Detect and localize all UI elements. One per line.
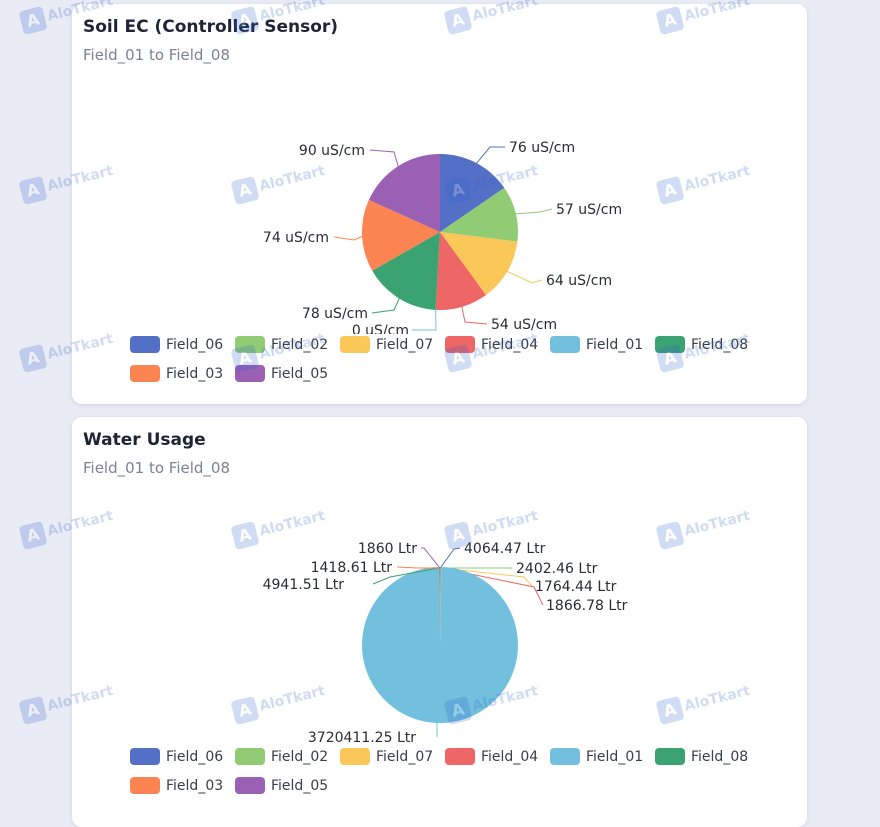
legend-label: Field_01 [586,749,643,765]
data-label-field-01: 3720411.25 Ltr [308,730,416,746]
legend-swatch [445,748,475,765]
legend-swatch [655,336,685,353]
legend-label: Field_02 [271,749,328,765]
data-label-field-08: 78 uS/cm [302,306,368,322]
label-leader-line [334,236,364,240]
legend-label: Field_07 [376,337,433,353]
legend-swatch [130,365,160,382]
watermark-logo-icon: A [18,176,47,205]
chart-legend: Field_06 Field_02 Field_07 Field_04 Field_01… [130,746,780,796]
label-leader-line [421,548,440,568]
legend-label: Field_08 [691,749,748,765]
data-label-field-01: 0 uS/cm [352,323,409,334]
data-label-field-06: 76 uS/cm [509,140,575,156]
watermark-logo-icon: A [18,344,47,373]
legend-label: Field_05 [271,778,328,794]
label-leader-line [440,548,460,568]
label-leader-line [475,147,505,165]
legend-swatch [235,365,265,382]
legend-item-field-05[interactable]: Field_05 [235,363,340,384]
data-label-field-02: 2402.46 Ltr [516,561,598,577]
legend-label: Field_05 [271,366,328,382]
data-label-field-03: 1418.61 Ltr [311,560,393,576]
legend-item-field-03[interactable]: Field_03 [130,363,235,384]
water-usage-card: Water Usage Field_01 to Field_08 4064.47… [72,417,807,827]
legend-item-field-05[interactable]: Field_05 [235,775,340,796]
data-label-field-08: 4941.51 Ltr [263,577,345,593]
legend-item-field-06[interactable]: Field_06 [130,334,235,355]
watermark-logo-icon: A [18,521,47,550]
legend-swatch [235,748,265,765]
legend-label: Field_03 [166,778,223,794]
legend-item-field-08[interactable]: Field_08 [655,334,760,355]
label-leader-line [505,271,542,283]
label-leader-line [370,150,399,168]
legend-label: Field_07 [376,749,433,765]
legend-label: Field_03 [166,366,223,382]
legend-item-field-02[interactable]: Field_02 [235,746,340,767]
data-label-field-05: 1860 Ltr [358,541,417,557]
legend-swatch [550,748,580,765]
legend-label: Field_06 [166,337,223,353]
data-label-field-05: 90 uS/cm [299,143,365,159]
data-label-field-07: 1764.44 Ltr [535,579,617,595]
legend-label: Field_08 [691,337,748,353]
legend-swatch [550,336,580,353]
legend-label: Field_04 [481,749,538,765]
data-label-field-04: 1866.78 Ltr [546,598,628,614]
legend-label: Field_04 [481,337,538,353]
legend-label: Field_01 [586,337,643,353]
water-usage-pie-chart: 4064.47 Ltr 2402.46 Ltr 1764.44 Ltr 1866.78… [72,417,807,747]
legend-swatch [340,748,370,765]
legend-swatch [235,336,265,353]
legend-item-field-06[interactable]: Field_06 [130,746,235,767]
legend-item-field-04[interactable]: Field_04 [445,334,550,355]
legend-item-field-07[interactable]: Field_07 [340,334,445,355]
legend-swatch [130,748,160,765]
watermark-logo-icon: A [18,6,47,35]
watermark-logo-icon: A [18,696,47,725]
legend-item-field-01[interactable]: Field_01 [550,334,655,355]
data-label-field-02: 57 uS/cm [556,202,622,218]
legend-swatch [445,336,475,353]
chart-legend: Field_06 Field_02 Field_07 Field_04 Field_01… [130,334,780,384]
legend-item-field-01[interactable]: Field_01 [550,746,655,767]
data-label-field-06: 4064.47 Ltr [464,541,546,557]
legend-swatch [235,777,265,794]
legend-label: Field_02 [271,337,328,353]
legend-label: Field_06 [166,749,223,765]
legend-item-field-04[interactable]: Field_04 [445,746,550,767]
legend-swatch [130,777,160,794]
legend-item-field-02[interactable]: Field_02 [235,334,340,355]
label-leader-line [372,297,400,313]
legend-swatch [130,336,160,353]
legend-item-field-08[interactable]: Field_08 [655,746,760,767]
legend-swatch [655,748,685,765]
label-leader-line [461,305,487,324]
data-label-field-03: 74 uS/cm [263,230,329,246]
legend-item-field-07[interactable]: Field_07 [340,746,445,767]
legend-swatch [340,336,370,353]
data-label-field-04: 54 uS/cm [491,317,557,333]
label-leader-line [514,209,552,214]
label-leader-line [412,308,436,330]
data-label-field-07: 64 uS/cm [546,273,612,289]
legend-item-field-03[interactable]: Field_03 [130,775,235,796]
soil-ec-card: Soil EC (Controller Sensor) Field_01 to … [72,4,807,404]
